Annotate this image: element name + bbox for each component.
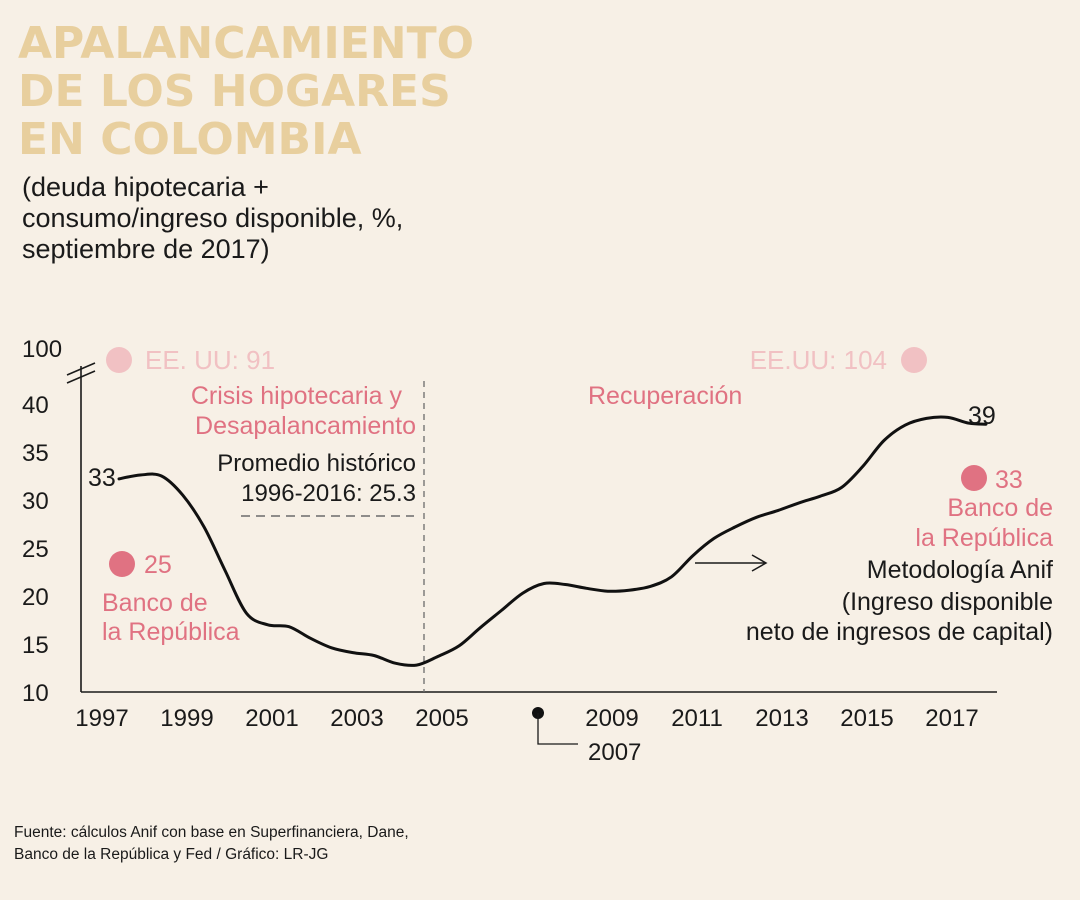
subtitle-line-3: septiembre de 2017) <box>22 234 270 264</box>
x-tick-label-2015: 2015 <box>840 705 893 732</box>
x-tick-label-2005: 2005 <box>415 705 468 732</box>
y-break-label: 100 <box>22 336 62 363</box>
subtitle-line-2: consumo/ingreso disponible, %, <box>22 203 404 233</box>
banrep-2017-label-line-2: la República <box>915 524 1053 552</box>
methodology-label-line-2: (Ingreso disponible <box>842 588 1053 616</box>
chart-subtitle: (deuda hipotecaria + consumo/ingreso dis… <box>22 172 403 265</box>
source-line-2: Banco de la República y Fed / Gráfico: L… <box>14 846 329 863</box>
x-tick-label-1999: 1999 <box>160 705 213 732</box>
line-chart: 10 15 20 25 30 35 40 1997 1999 2001 2003 2005 2009 2… <box>22 336 1053 766</box>
banrep-1997-label-line-1: Banco de <box>102 589 208 617</box>
banrep-2017-dot <box>961 465 987 491</box>
banrep-1997-value: 25 <box>144 551 172 579</box>
start-value-label: 33 <box>88 464 116 492</box>
period-2-label: Recuperación <box>588 382 742 410</box>
us-2017-label: EE.UU: 104 <box>750 345 887 375</box>
average-label-line-2: 1996-2016: 25.3 <box>241 480 416 507</box>
y-tick-label-30: 30 <box>22 488 49 515</box>
period-1-label-line-1: Crisis hipotecaria y <box>191 382 403 410</box>
axis-break-mark-1 <box>66 362 96 376</box>
source-note: Fuente: cálculos Anif con base en Superf… <box>14 822 409 866</box>
x-tick-label-2003: 2003 <box>330 705 383 732</box>
title-line-3: EN COLOMBIA <box>18 114 362 165</box>
methodology-arrow-head <box>751 554 768 572</box>
banrep-1997-label-line-2: la República <box>102 618 240 646</box>
y-tick-label-10: 10 <box>22 680 49 707</box>
us-2017-dot <box>901 347 927 373</box>
y-tick-label-35: 35 <box>22 440 49 467</box>
y-tick-label-25: 25 <box>22 536 49 563</box>
title-line-2: DE LOS HOGARES <box>18 66 451 117</box>
methodology-label-line-3: neto de ingresos de capital) <box>746 618 1053 646</box>
x-tick-label-2001: 2001 <box>245 705 298 732</box>
x-2007-leader <box>537 713 578 745</box>
title-line-1: APALANCAMIENTO <box>18 18 475 69</box>
average-label-line-1: Promedio histórico <box>217 450 416 477</box>
x-tick-label-2017: 2017 <box>925 705 978 732</box>
x-tick-label-2009: 2009 <box>585 705 638 732</box>
end-value-label: 39 <box>968 402 996 430</box>
banrep-1997-dot <box>109 551 135 577</box>
x-tick-label-2011: 2011 <box>671 705 723 732</box>
methodology-label-line-1: Metodología Anif <box>867 556 1053 584</box>
banrep-2017-label-line-1: Banco de <box>947 494 1053 522</box>
x-tick-labels: 1997 1999 2001 2003 2005 2009 2011 2013 2015 2017 <box>75 705 978 732</box>
x-tick-label-1997: 1997 <box>75 705 128 732</box>
y-tick-label-40: 40 <box>22 392 49 419</box>
series-line-metodologia-anif <box>117 415 988 667</box>
us-1997-dot <box>106 347 132 373</box>
y-tick-labels: 10 15 20 25 30 35 40 <box>22 392 49 707</box>
banrep-2017-value: 33 <box>995 466 1023 494</box>
y-tick-label-20: 20 <box>22 584 49 611</box>
source-line-1: Fuente: cálculos Anif con base en Superf… <box>14 824 409 841</box>
chart-title: APALANCAMIENTO DE LOS HOGARES EN COLOMBI… <box>18 20 474 164</box>
subtitle-line-1: (deuda hipotecaria + <box>22 172 269 202</box>
y-tick-label-15: 15 <box>22 632 49 659</box>
axis-break-mark-2 <box>66 370 96 384</box>
x-tick-label-2013: 2013 <box>755 705 808 732</box>
period-1-label-line-2: Desapalancamiento <box>195 412 416 440</box>
us-1997-label: EE. UU: 91 <box>145 345 275 375</box>
x-tick-label-2007: 2007 <box>588 739 641 766</box>
